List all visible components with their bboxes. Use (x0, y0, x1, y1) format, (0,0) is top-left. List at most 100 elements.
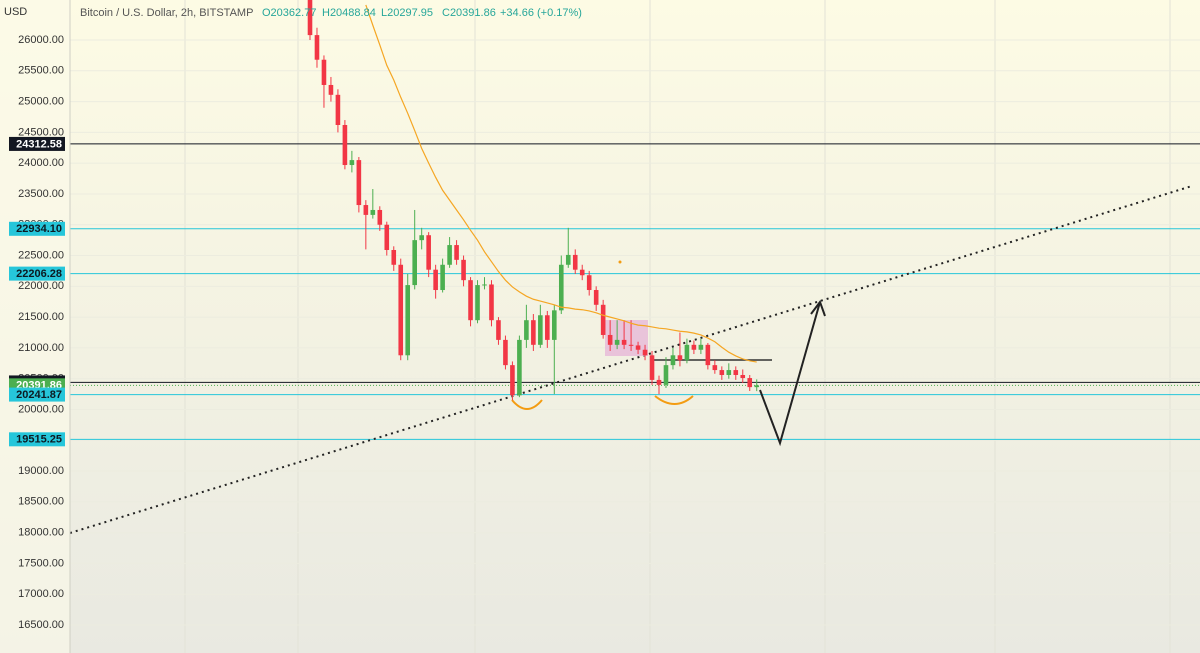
candle-body (510, 365, 515, 396)
candle-body (503, 339, 508, 366)
y-tick-label: 23500.00 (18, 188, 64, 200)
candle-body (747, 378, 753, 388)
level-box (9, 221, 65, 236)
candle-body (496, 320, 501, 340)
y-tick-label: 17500.00 (18, 557, 64, 569)
change: +34.66 (+0.17%) (500, 7, 582, 19)
candle-body (398, 264, 404, 356)
level-label: 19515.25 (16, 434, 62, 446)
candle-body (656, 379, 662, 385)
candle-body (349, 160, 355, 166)
level-label: 20241.87 (16, 389, 62, 401)
axis-panel (0, 0, 70, 653)
candle-body (719, 370, 725, 375)
ohlc-low: L20297.95 (381, 7, 433, 19)
level-label: 22934.10 (16, 223, 62, 235)
candle-body (517, 339, 522, 396)
candle-body (552, 310, 557, 340)
candle-body (670, 355, 676, 366)
candle-body (538, 315, 543, 345)
grid (70, 39, 1200, 626)
y-tick-label: 16500.00 (18, 619, 64, 631)
candle-body (642, 349, 648, 356)
candle-body (447, 245, 452, 265)
y-tick-label: 24000.00 (18, 157, 64, 169)
candle-body (314, 35, 320, 60)
y-tick-label: 20000.00 (18, 403, 64, 415)
level-labels: 24312.5822934.1022206.2820439.0620391.86… (9, 136, 65, 447)
candle-body (740, 374, 746, 379)
vertical-grid (184, 0, 1171, 653)
level-label: 22206.28 (16, 268, 62, 280)
y-tick-label: 26000.00 (18, 34, 64, 46)
ohlc-high: H20488.84 (322, 7, 376, 19)
candle-body (558, 264, 564, 311)
y-tick-label: 22000.00 (18, 280, 64, 292)
candle-body (691, 344, 697, 350)
candle-body (391, 249, 397, 265)
arrow-head (810, 299, 826, 317)
moving-average (365, 4, 757, 363)
candle-body (377, 209, 383, 225)
candle-body (677, 355, 683, 361)
candle-body (426, 235, 431, 270)
candle-body (489, 284, 494, 321)
y-tick-label: 21500.00 (18, 311, 64, 323)
projection-arrow (759, 301, 821, 447)
candle-body (363, 205, 369, 215)
candle-body (307, 0, 313, 36)
trend-line (69, 185, 1193, 534)
candle-body (335, 94, 341, 125)
candle-body (524, 320, 529, 340)
shoulder-arc (511, 399, 543, 410)
candle-body (600, 304, 606, 335)
level-box (9, 387, 65, 402)
level-box (9, 266, 65, 281)
candle-body (726, 370, 732, 375)
candle-body (321, 59, 327, 85)
y-tick-label: 25000.00 (18, 96, 64, 108)
candle-body (572, 254, 578, 270)
candle-body (607, 334, 613, 345)
candle-body (579, 269, 585, 276)
y-tick-label: 22500.00 (18, 249, 64, 261)
candle-body (635, 345, 641, 350)
level-label: 24312.58 (16, 138, 62, 150)
y-tick-label: 18500.00 (18, 496, 64, 508)
y-tick-label: 21000.00 (18, 342, 64, 354)
candle-body (754, 385, 760, 388)
candle-body (342, 124, 348, 166)
candle-body (531, 320, 536, 345)
candle-body (628, 344, 634, 346)
ohlc-close: C20391.86 (442, 7, 496, 19)
candle-body (663, 365, 669, 385)
candle-body (412, 240, 417, 286)
candles (307, 0, 760, 401)
candle-body (440, 264, 445, 291)
candle-body (468, 280, 473, 321)
level-box (9, 136, 65, 151)
candle-body (454, 245, 459, 260)
y-tick-label: 17000.00 (18, 588, 64, 600)
y-tick-label: 25500.00 (18, 65, 64, 77)
y-tick-label: 24500.00 (18, 126, 64, 138)
candle-body (545, 315, 550, 340)
candle-body (621, 339, 627, 345)
currency: USD (4, 6, 27, 18)
candle-body (384, 224, 390, 250)
y-tick-label: 19000.00 (18, 465, 64, 477)
shoulder-arc (654, 395, 694, 405)
candle-body (328, 84, 334, 95)
candle-body (475, 285, 480, 321)
candle-body (370, 209, 376, 215)
candle-body (684, 344, 690, 361)
candle-body (419, 235, 424, 241)
candle-body (649, 355, 655, 380)
candle-body (712, 365, 718, 371)
candle-body (461, 259, 466, 281)
level-box (9, 432, 65, 447)
candle-body (614, 339, 620, 345)
